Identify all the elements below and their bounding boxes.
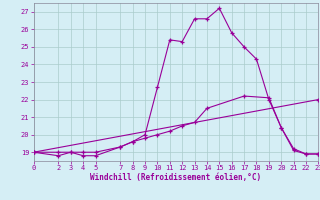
X-axis label: Windchill (Refroidissement éolien,°C): Windchill (Refroidissement éolien,°C) [91,173,261,182]
